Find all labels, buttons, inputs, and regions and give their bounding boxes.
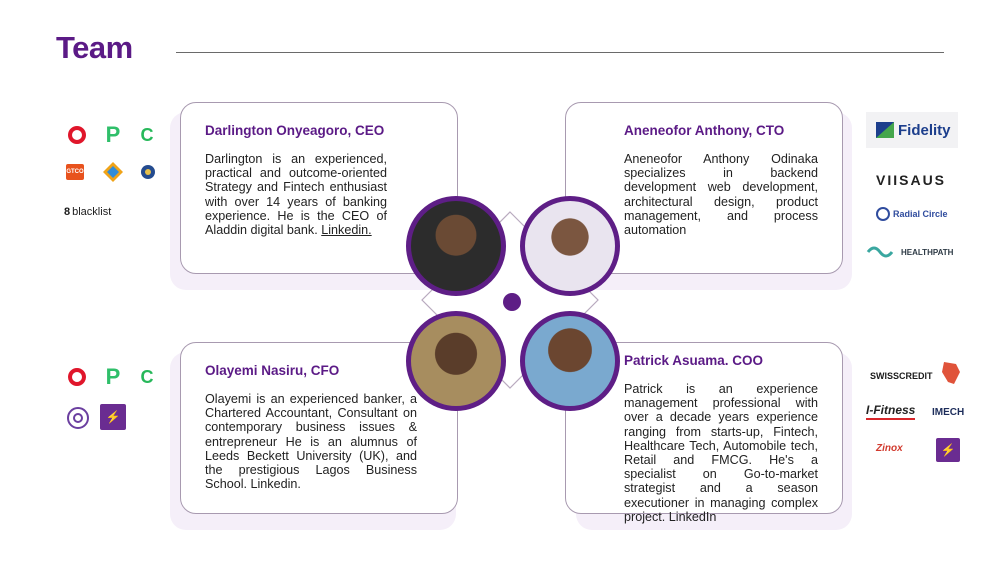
healthpath-icon (866, 246, 894, 258)
ceo-photo (406, 196, 506, 296)
zinox-logo: Zinox (876, 442, 903, 454)
opera-logo (66, 124, 88, 146)
healthpath-logo: HEALTHPATH (866, 243, 953, 261)
cfo-name: Olayemi Nasiru, CFO (205, 363, 340, 378)
ceo-bio-text: Darlington is an experienced, practical … (205, 152, 387, 238)
cto-photo (520, 196, 620, 296)
coo-photo (520, 311, 620, 411)
carbon-logo: C (140, 125, 154, 145)
polaris-bank-logo: ⚡ (100, 404, 126, 430)
emblem-logo (67, 407, 89, 429)
coat-of-arms-logo (141, 165, 155, 179)
swisscredit-logo: SWISSCREDIT (870, 371, 933, 381)
cfo-bio: Olayemi is an experienced banker, a Char… (205, 392, 417, 492)
fidelity-text: Fidelity (898, 121, 951, 139)
lightning-icon: ⚡ (105, 410, 121, 424)
palmpay-logo: P (105, 364, 121, 389)
africa-map-logo (942, 362, 960, 384)
fidelity-icon (876, 122, 894, 138)
palmpay-logo: P (105, 122, 121, 147)
carbon-logo: C (140, 367, 154, 387)
radial-circle-icon (876, 207, 890, 221)
radial-circle-logo: Radial Circle (876, 206, 948, 222)
opera-logo (66, 366, 88, 388)
coo-bio: Patrick is an experience management prof… (624, 382, 818, 524)
gtco-logo: GTCO (66, 164, 84, 180)
ceo-name: Darlington Onyeagoro, CEO (205, 123, 385, 138)
cto-bio: Aneneofor Anthony Odinaka specializes in… (624, 152, 818, 238)
imech-logo: IMECH (932, 406, 965, 418)
polaris-bank-logo: ⚡ (936, 438, 960, 462)
page-title: Team (56, 30, 133, 65)
kuda-logo (103, 162, 123, 182)
healthpath-text: HEALTHPATH (901, 247, 954, 257)
viisaus-logo: VIISAUS (876, 172, 947, 188)
radial-circle-text: Radial Circle (893, 209, 948, 219)
lightning-icon: ⚡ (940, 443, 956, 457)
fidelity-logo: Fidelity (866, 112, 958, 148)
blacklist-logo: 8 blacklist (64, 206, 112, 218)
ceo-linkedin-link[interactable]: Linkedin. (321, 223, 372, 238)
title-divider (176, 52, 944, 53)
ifitness-logo: I-Fitness (866, 402, 916, 420)
center-dot (503, 293, 521, 311)
ceo-bio: Darlington is an experienced, practical … (205, 152, 387, 237)
coo-card: Patrick Asuama. COO Patrick is an experi… (565, 342, 843, 524)
cto-name: Aneneofor Anthony, CTO (624, 123, 785, 138)
blacklist-text: blacklist (72, 206, 112, 218)
cfo-photo (406, 311, 506, 411)
coo-name: Patrick Asuama. COO (624, 353, 764, 368)
